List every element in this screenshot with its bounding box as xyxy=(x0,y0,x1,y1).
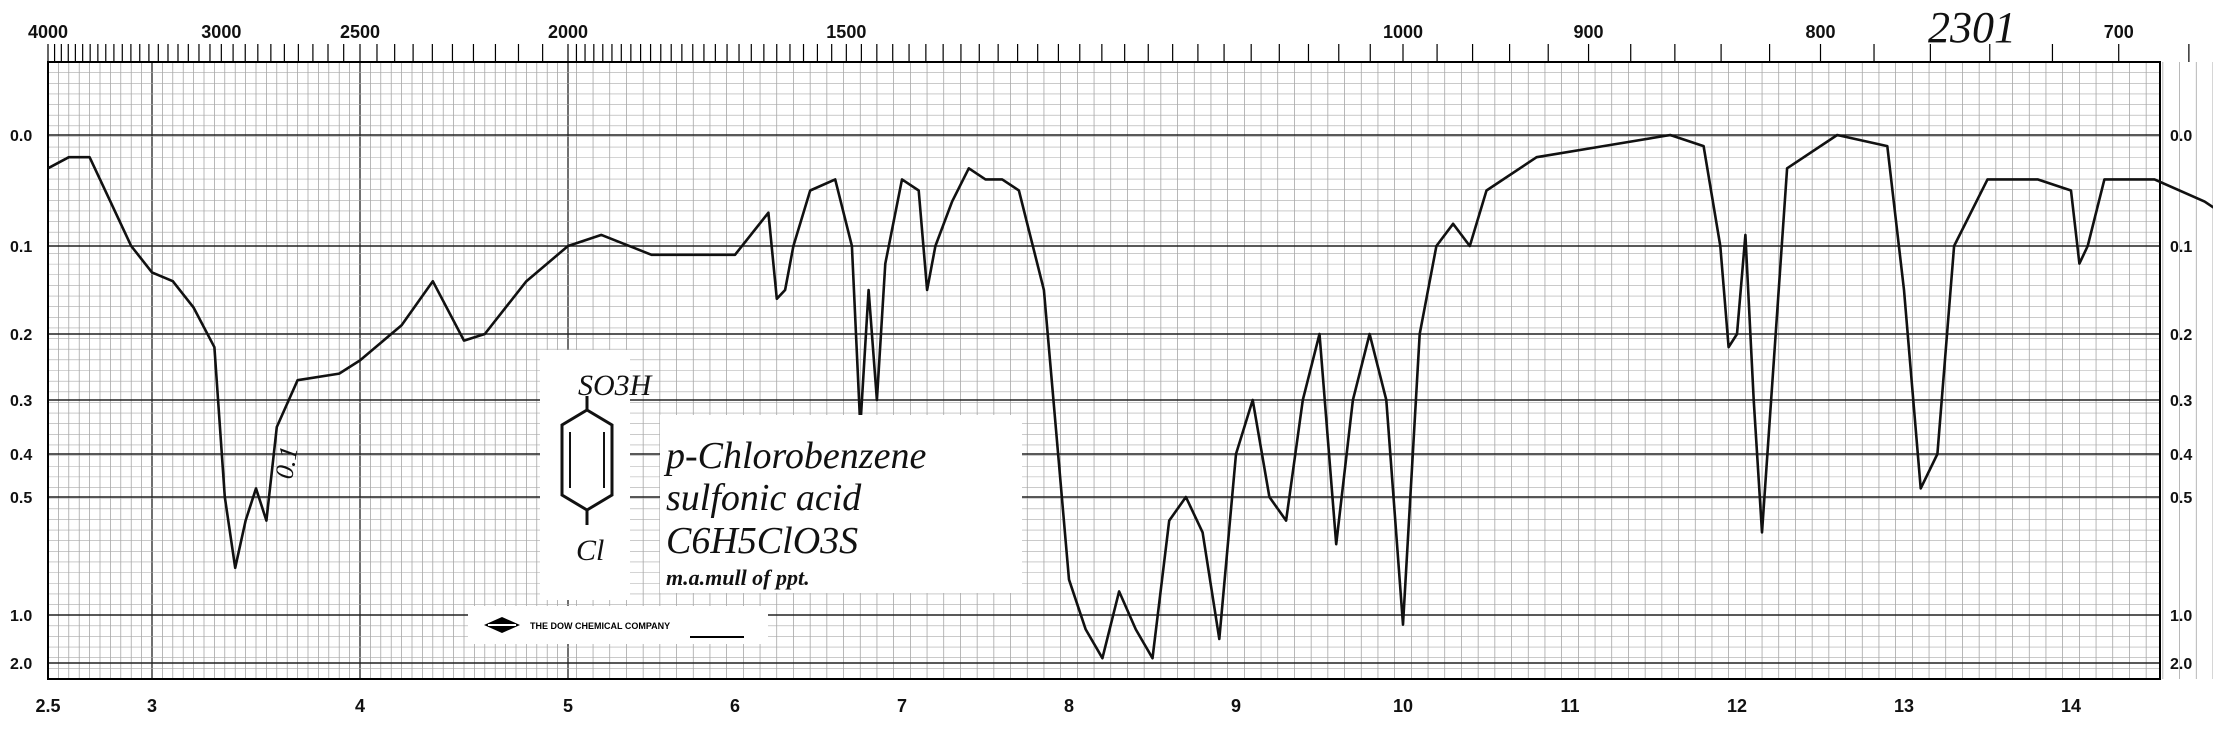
y-tick-label-left: 0.2 xyxy=(10,327,32,344)
y-tick-label-right: 0.2 xyxy=(2170,327,2192,344)
x-tick-label-micron: 9 xyxy=(1231,696,1241,716)
dow-logo xyxy=(468,606,768,644)
x-tick-label-wavenumber: 4000 xyxy=(28,22,68,42)
y-tick-label-right: 0.3 xyxy=(2170,393,2192,410)
x-tick-label-micron: 3 xyxy=(147,696,157,716)
x-tick-label-wavenumber: 800 xyxy=(1805,22,1835,42)
y-tick-label-right: 0.1 xyxy=(2170,239,2192,256)
x-tick-label-micron: 11 xyxy=(1560,696,1579,716)
structure-box xyxy=(540,350,630,600)
x-tick-label-micron: 7 xyxy=(897,696,907,716)
x-tick-label-wavenumber: 3000 xyxy=(201,22,241,42)
x-tick-label-micron: 5 xyxy=(563,696,573,716)
x-tick-label-micron: 14 xyxy=(2061,696,2081,716)
x-tick-label-wavenumber: 2000 xyxy=(548,22,588,42)
compound-formula: C6H5ClO3S xyxy=(666,520,858,562)
compound-label-box xyxy=(660,415,1022,593)
x-tick-label-micron: 8 xyxy=(1064,696,1074,716)
y-tick-label-right: 0.4 xyxy=(2170,447,2192,464)
dow-logo-text: THE DOW CHEMICAL COMPANY xyxy=(530,621,670,631)
x-tick-label-wavenumber: 2500 xyxy=(340,22,380,42)
plot-frame xyxy=(47,61,2161,680)
y-tick-label-right: 0.0 xyxy=(2170,128,2192,145)
y-tick-label-left: 0.0 xyxy=(10,128,32,145)
trace-annotation: 0.1 xyxy=(269,444,303,481)
x-tick-label-micron: 10 xyxy=(1393,696,1413,716)
y-tick-label-right: 2.0 xyxy=(2170,656,2192,673)
x-tick-label-micron: 13 xyxy=(1894,696,1914,716)
grid xyxy=(47,61,2213,680)
y-tick-label-left: 0.4 xyxy=(10,447,32,464)
axis-ticks: 2.53456789101112131415164000300025002000… xyxy=(10,22,2192,716)
y-tick-label-left: 2.0 xyxy=(10,656,32,673)
y-tick-label-left: 0.3 xyxy=(10,393,32,410)
x-tick-label-wavenumber: 900 xyxy=(1574,22,1604,42)
y-tick-label-right: 0.5 xyxy=(2170,490,2192,507)
compound-name-line1: p-Chlorobenzene xyxy=(663,435,926,477)
y-tick-label-right: 1.0 xyxy=(2170,608,2192,625)
structure-substituent-top: SO3H xyxy=(578,369,654,402)
x-tick-label-wavenumber: 1000 xyxy=(1383,22,1423,42)
x-tick-label-micron: 6 xyxy=(730,696,740,716)
y-tick-label-left: 1.0 xyxy=(10,608,32,625)
x-tick-label-wavenumber: 700 xyxy=(2104,22,2134,42)
catalog-number: 2301 xyxy=(1928,3,2016,52)
compound-name-line2: sulfonic acid xyxy=(666,477,862,519)
y-tick-label-left: 0.5 xyxy=(10,490,32,507)
x-tick-label-wavenumber: 1500 xyxy=(826,22,866,42)
sample-note: m.a.mull of ppt. xyxy=(666,565,810,590)
benzene-ring-structure xyxy=(540,350,630,600)
spectrum-trace xyxy=(47,133,2213,660)
x-tick-label-micron: 4 xyxy=(355,696,365,716)
structure-substituent-bottom: Cl xyxy=(576,534,604,567)
x-tick-label-micron: 2.5 xyxy=(35,696,60,716)
x-tick-label-micron: 12 xyxy=(1727,696,1747,716)
y-tick-label-left: 0.1 xyxy=(10,239,32,256)
